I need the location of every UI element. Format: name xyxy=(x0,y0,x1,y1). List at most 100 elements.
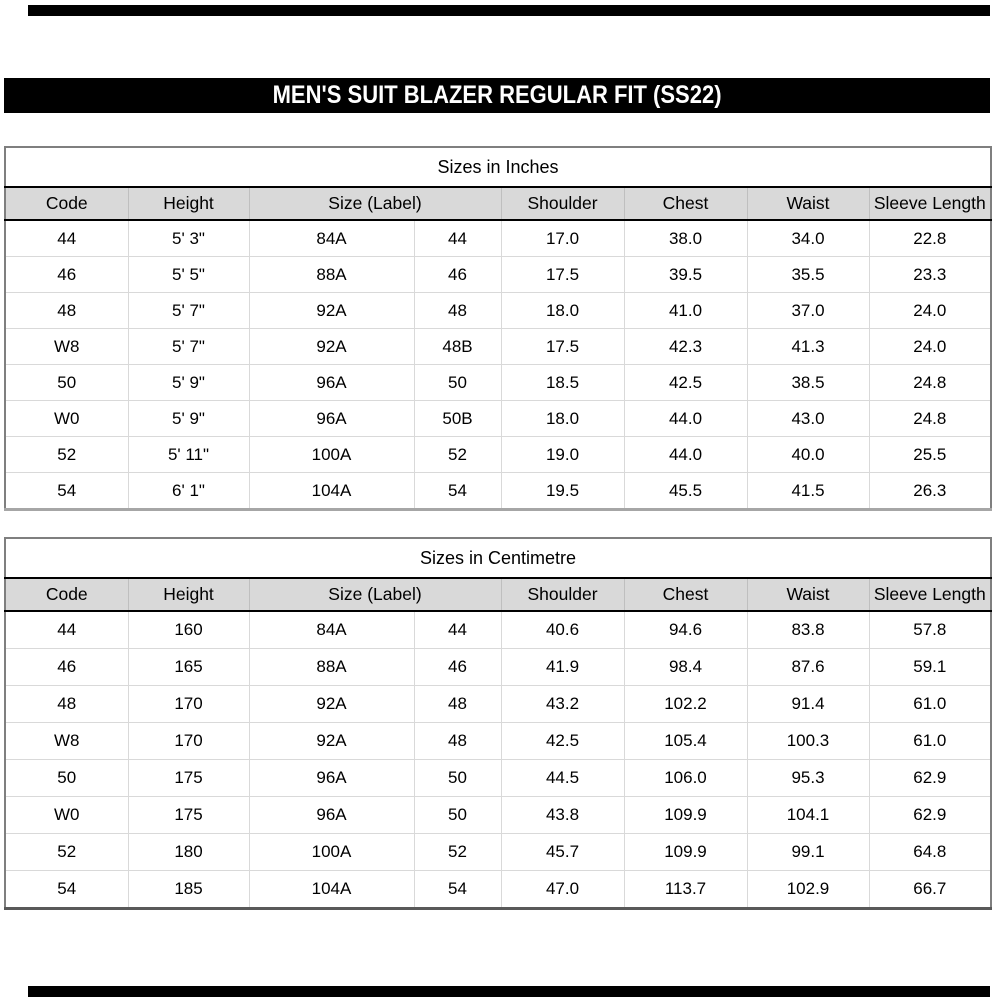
table-cell: 44 xyxy=(5,611,129,649)
table-cell: 170 xyxy=(128,722,250,760)
table-cell: W0 xyxy=(5,400,129,437)
table-cell: 24.8 xyxy=(869,400,992,437)
table-cell: 96A xyxy=(249,759,415,797)
table-cell: 44.5 xyxy=(501,759,625,797)
table-cell: 24.8 xyxy=(869,364,992,401)
table-cell: 22.8 xyxy=(869,220,992,257)
table-cell: 48 xyxy=(414,722,502,760)
table-cell: 40.0 xyxy=(747,436,870,473)
table-cell: 54 xyxy=(414,870,502,909)
table-cell: 37.0 xyxy=(747,292,870,329)
table-header-row: Code Height Size (Label) Shoulder Chest … xyxy=(5,186,992,221)
table-cell: 100A xyxy=(249,833,415,871)
table-cell: 41.0 xyxy=(624,292,748,329)
table-cell: 19.0 xyxy=(501,436,625,473)
table-cell: 87.6 xyxy=(747,648,870,686)
table-cell: 100.3 xyxy=(747,722,870,760)
col-header-size-label: Size (Label) xyxy=(248,577,502,612)
col-header-waist: Waist xyxy=(746,186,870,221)
table-cell: 43.2 xyxy=(501,685,625,723)
table-cell: 54 xyxy=(5,870,129,909)
table-cell: 26.3 xyxy=(869,472,992,510)
table-cell: 175 xyxy=(128,759,250,797)
table-cell: 48 xyxy=(414,685,502,723)
table-cell: 38.5 xyxy=(747,364,870,401)
table-cell: 23.3 xyxy=(869,256,992,293)
table-cell: 5' 5" xyxy=(128,256,250,293)
col-header-shoulder: Shoulder xyxy=(500,186,625,221)
table-cell: 50 xyxy=(414,796,502,834)
table-cell: 44 xyxy=(5,220,129,257)
table-cell: 88A xyxy=(249,256,415,293)
table-cell: 46 xyxy=(5,648,129,686)
table-cell: 50 xyxy=(414,759,502,797)
table-cell: 92A xyxy=(249,328,415,365)
table-cell: 52 xyxy=(5,436,129,473)
table-cell: 105.4 xyxy=(624,722,748,760)
table-cell: 46 xyxy=(414,256,502,293)
table-cell: 40.6 xyxy=(501,611,625,649)
table-cell: 48B xyxy=(414,328,502,365)
col-header-shoulder: Shoulder xyxy=(500,577,625,612)
table-cell: 5' 9" xyxy=(128,364,250,401)
table-title: Sizes in Inches xyxy=(5,147,992,187)
col-header-height: Height xyxy=(127,186,250,221)
table-cell: 92A xyxy=(249,722,415,760)
table-cell: 38.0 xyxy=(624,220,748,257)
table-cell: 64.8 xyxy=(869,833,992,871)
table-cell: 165 xyxy=(128,648,250,686)
table-row: W0 5' 9" 96A 50B 18.0 44.0 43.0 24.8 xyxy=(5,400,992,437)
table-cell: 109.9 xyxy=(624,833,748,871)
table-cell: 41.9 xyxy=(501,648,625,686)
table-cell: 104A xyxy=(249,472,415,510)
table-cell: 170 xyxy=(128,685,250,723)
table-cell: 5' 7" xyxy=(128,328,250,365)
table-cell: 35.5 xyxy=(747,256,870,293)
table-cell: 50B xyxy=(414,400,502,437)
table-row: 54 6' 1" 104A 54 19.5 45.5 41.5 26.3 xyxy=(5,472,992,510)
table-cell: 5' 7" xyxy=(128,292,250,329)
table-cell: 91.4 xyxy=(747,685,870,723)
col-header-size-label: Size (Label) xyxy=(248,186,502,221)
table-cell: 17.0 xyxy=(501,220,625,257)
table-header-row: Code Height Size (Label) Shoulder Chest … xyxy=(5,577,992,612)
table-cell: 6' 1" xyxy=(128,472,250,510)
table-cell: 43.8 xyxy=(501,796,625,834)
table-cell: 44 xyxy=(414,611,502,649)
table-row: 52 5' 11" 100A 52 19.0 44.0 40.0 25.5 xyxy=(5,436,992,473)
table-cell: 52 xyxy=(414,833,502,871)
table-cell: 100A xyxy=(249,436,415,473)
table-cell: 92A xyxy=(249,685,415,723)
table-row: 44 5' 3" 84A 44 17.0 38.0 34.0 22.8 xyxy=(5,220,992,257)
table-row: 46 165 88A 46 41.9 98.4 87.6 59.1 xyxy=(5,648,992,686)
table-cell: 18.0 xyxy=(501,292,625,329)
table-cell: 44.0 xyxy=(624,436,748,473)
table-cell: W8 xyxy=(5,328,129,365)
table-cell: 96A xyxy=(249,400,415,437)
table-cell: 50 xyxy=(414,364,502,401)
col-header-code: Code xyxy=(5,186,129,221)
table-cell: 102.9 xyxy=(747,870,870,909)
table-cell: 52 xyxy=(5,833,129,871)
col-header-chest: Chest xyxy=(623,577,748,612)
sizes-in-centimetre-table: Sizes in Centimetre Code Height Size (La… xyxy=(4,537,993,910)
table-cell: 185 xyxy=(128,870,250,909)
table-cell: 113.7 xyxy=(624,870,748,909)
table-cell: 104.1 xyxy=(747,796,870,834)
table-cell: 61.0 xyxy=(869,722,992,760)
table-cell: 84A xyxy=(249,220,415,257)
table-cell: 102.2 xyxy=(624,685,748,723)
table-cell: 160 xyxy=(128,611,250,649)
table-cell: 17.5 xyxy=(501,256,625,293)
table-cell: 5' 9" xyxy=(128,400,250,437)
table-title: Sizes in Centimetre xyxy=(5,538,992,578)
table-cell: 62.9 xyxy=(869,796,992,834)
table-cell: 45.7 xyxy=(501,833,625,871)
table-row: W0 175 96A 50 43.8 109.9 104.1 62.9 xyxy=(5,796,992,834)
table-cell: 46 xyxy=(5,256,129,293)
top-banner-strip xyxy=(28,5,990,16)
table-row: 54 185 104A 54 47.0 113.7 102.9 66.7 xyxy=(5,870,992,909)
table-cell: 44 xyxy=(414,220,502,257)
table-cell: 94.6 xyxy=(624,611,748,649)
table-cell: 42.5 xyxy=(501,722,625,760)
